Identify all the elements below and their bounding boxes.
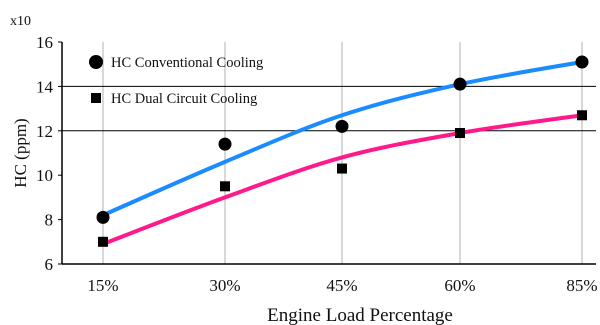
x-tick-label-0: 15% bbox=[87, 276, 118, 295]
legend: HC Conventional Cooling HC Dual Circuit C… bbox=[89, 55, 263, 107]
x-axis-title: Engine Load Percentage bbox=[267, 305, 453, 325]
series-1-line bbox=[101, 113, 584, 247]
axes bbox=[61, 42, 596, 265]
legend-label-1: HC Dual Circuit Cooling bbox=[111, 91, 257, 107]
series bbox=[96, 55, 589, 247]
series-0-point-1 bbox=[218, 137, 232, 151]
legend-marker-1 bbox=[91, 93, 101, 103]
series-1-point-2 bbox=[337, 163, 347, 174]
series-0-line bbox=[101, 59, 584, 218]
y-tick-label-14: 14 bbox=[36, 77, 54, 96]
series-1-point-3 bbox=[455, 128, 465, 139]
legend-label-0: HC Conventional Cooling bbox=[111, 55, 263, 71]
x-tick-label-4: 85% bbox=[566, 276, 597, 295]
y-axis-title: HC (ppm) bbox=[11, 118, 30, 187]
legend-marker-0 bbox=[89, 55, 103, 69]
x-tick-label-1: 30% bbox=[209, 276, 240, 295]
y-tick-label-6: 6 bbox=[45, 255, 54, 274]
x-tick-labels: 15% 30% 45% 60% 85% bbox=[87, 276, 597, 295]
series-1-point-4 bbox=[577, 110, 587, 121]
y-tick-label-10: 10 bbox=[36, 166, 53, 185]
x-tick-label-3: 60% bbox=[444, 276, 475, 295]
series-0-point-2 bbox=[335, 119, 349, 133]
y-tick-labels: 6 8 10 12 14 16 bbox=[36, 33, 62, 274]
series-0-point-4 bbox=[575, 55, 589, 69]
series-0-point-3 bbox=[453, 77, 467, 91]
y-multiplier-label: x10 bbox=[10, 14, 31, 29]
series-0-point-0 bbox=[96, 210, 110, 224]
series-1-point-0 bbox=[98, 236, 108, 247]
x-tick-label-2: 45% bbox=[326, 276, 357, 295]
y-tick-label-8: 8 bbox=[45, 211, 54, 230]
y-tick-label-12: 12 bbox=[36, 122, 53, 141]
series-1-point-1 bbox=[220, 181, 230, 192]
y-tick-label-16: 16 bbox=[36, 33, 53, 52]
